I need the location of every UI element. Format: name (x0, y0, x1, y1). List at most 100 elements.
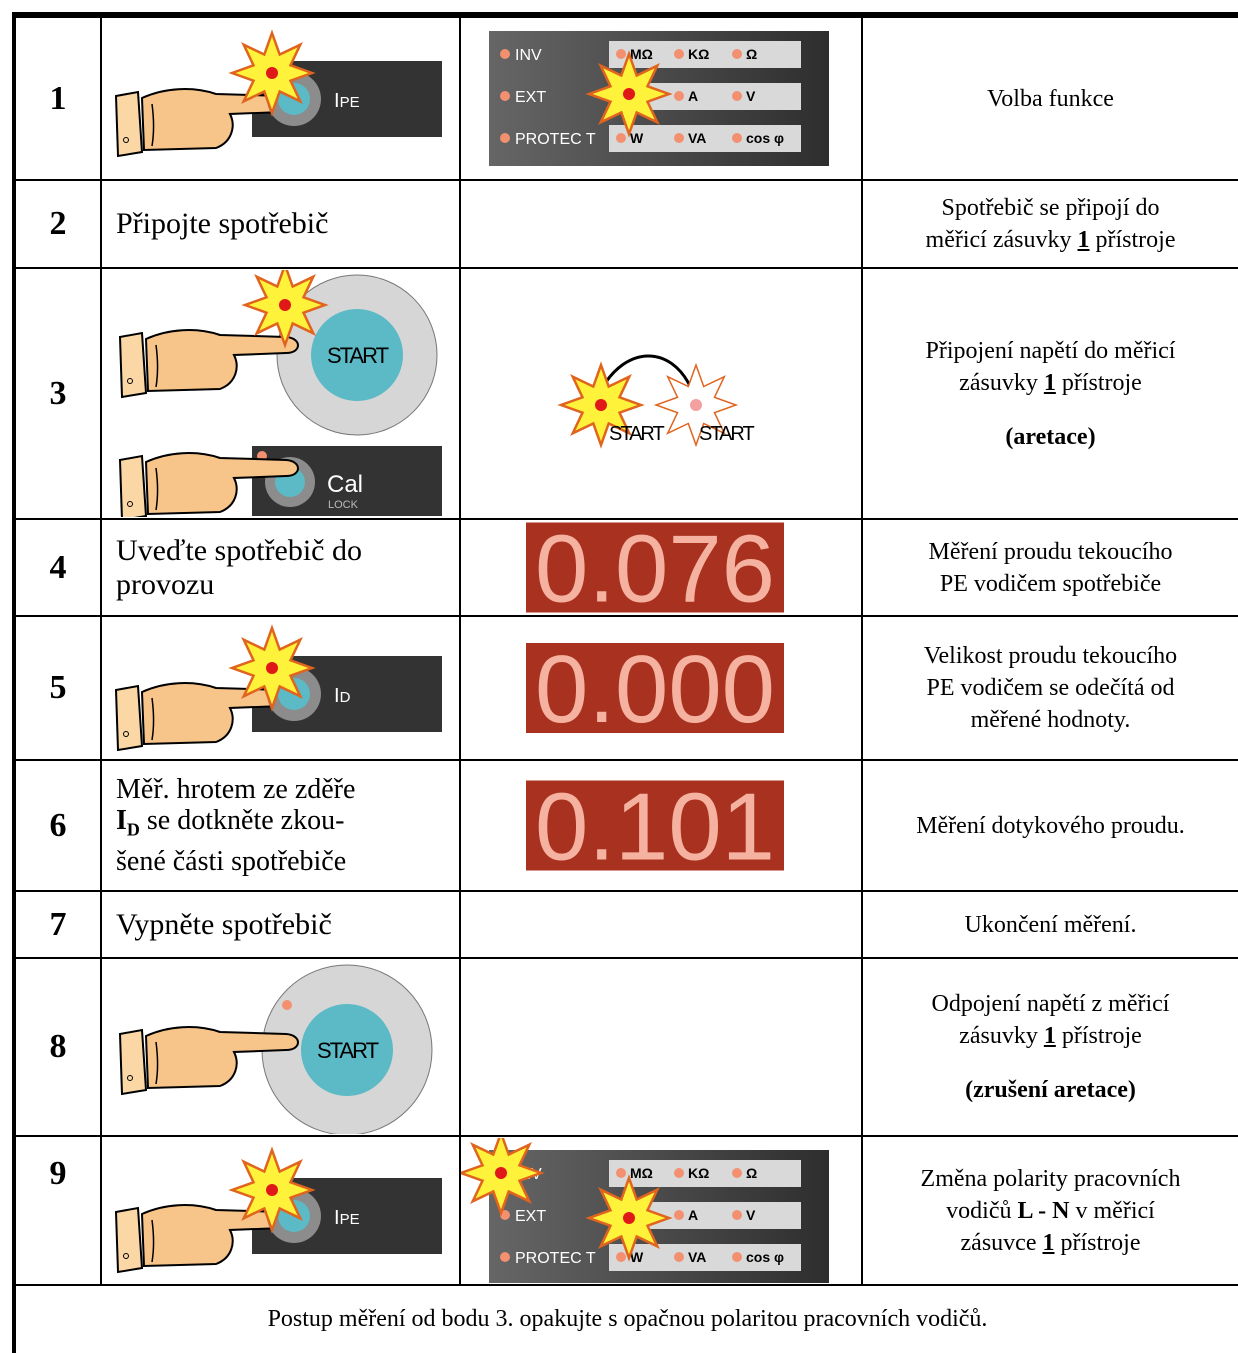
indicator (732, 1252, 742, 1262)
panel-label: A (688, 1207, 698, 1223)
panel-label: VA (688, 1249, 706, 1265)
circle-element (690, 399, 702, 411)
start-cal-illustration: START Cal LOCK (119, 270, 442, 517)
tr-element: Postup měření od bodu 3. opakujte s opač… (12, 1285, 1238, 1353)
description: měřené hodnoty. (970, 707, 1131, 733)
td-element: IPE (100, 1135, 461, 1286)
description: Připojení napětí do měřicí (925, 337, 1176, 364)
tr-element: 3 START Cal LOCK START (12, 267, 1238, 520)
panel-label: cos φ (746, 1249, 784, 1265)
step-number: 1 (12, 12, 102, 181)
panel-label: Ω (746, 46, 757, 62)
td-element: START START (459, 267, 863, 520)
description: vodičů (946, 1197, 1018, 1224)
use-element (243, 270, 327, 347)
td-element: Měř. hrotem ze zděře ID se dotkněte zkou-… (100, 759, 461, 892)
panel-label: V (746, 1207, 756, 1223)
p-element: Připojení napětí do měřicí zásuvky 1 přís… (863, 335, 1238, 399)
label: I (334, 685, 340, 707)
panel-label: VA (688, 130, 706, 146)
display-background (526, 643, 784, 733)
p-element: (zrušení aretace) (863, 1074, 1238, 1106)
sub: LOCK (328, 499, 359, 511)
label: I (334, 90, 340, 112)
num: 4 (12, 518, 102, 617)
num: 9 (12, 1135, 102, 1286)
td-element: START Cal LOCK (100, 267, 461, 520)
indicator (616, 49, 626, 59)
indicator (674, 49, 684, 59)
description: měřicí zásuvky (925, 227, 1078, 253)
description: 1 (1043, 369, 1056, 396)
td-element: Uveďte spotřebič do provozu (100, 518, 461, 617)
panel-label: Ω (746, 1165, 757, 1181)
label: I (334, 1207, 340, 1229)
indicator (732, 133, 742, 143)
description: 1 (1042, 1229, 1055, 1256)
td-element: START (100, 957, 461, 1137)
td-element: Ukončení měření. (861, 890, 1238, 959)
num: 8 (12, 957, 102, 1137)
panel-label: INV (515, 47, 542, 64)
td-element: Volba funkce (861, 12, 1238, 181)
star (461, 1138, 543, 1215)
description: 1 (1043, 1023, 1056, 1049)
indicator (674, 133, 684, 143)
indicator (500, 49, 510, 59)
instruction: Uveďte spotřebič do (116, 533, 362, 567)
panel-label: A (688, 88, 698, 104)
instruction: Připojte spotřebič (100, 179, 461, 269)
td-element: Měření dotykového proudu. (861, 759, 1238, 892)
text-element: ID (334, 685, 351, 707)
text-element: IPE (334, 90, 360, 112)
b-element: D (127, 805, 140, 840)
td-element: IPE (100, 12, 461, 181)
description: Změna polarity pracovních (920, 1165, 1181, 1192)
toggle: START (699, 423, 754, 445)
panel-strip (609, 125, 801, 152)
num: 3 (12, 267, 102, 520)
instruction: D (126, 819, 140, 840)
td-element: ID (100, 615, 461, 761)
description: v měřicí (1069, 1197, 1155, 1224)
td-element (459, 179, 863, 269)
indicator (674, 1252, 684, 1262)
p-element: Odpojení napětí z měřicí zásuvky 1 přístr… (863, 988, 1238, 1052)
p-element: (aretace) (863, 421, 1238, 453)
instruction: Vypněte spotřebič (100, 890, 461, 959)
panel-label: MΩ (630, 1165, 653, 1181)
text-element: IPE (334, 1207, 360, 1229)
description: Měření proudu tekoucího (928, 538, 1173, 565)
td-element: 0.101 (459, 759, 863, 892)
p-element: Spotřebič se připojí do měřicí zásuvky 1 … (863, 192, 1238, 256)
tr-element: 6 Měř. hrotem ze zděře ID se dotkněte zko… (12, 759, 1238, 892)
panel-label: PROTEC T (515, 131, 596, 148)
circle-element (301, 1004, 393, 1096)
indicator (500, 1252, 510, 1262)
use-element (230, 31, 314, 115)
panel-label: W (630, 1249, 644, 1265)
panel-strip (609, 1160, 801, 1187)
panel-label: MΩ (630, 46, 653, 62)
start-button: START (317, 1038, 379, 1063)
panel-label: EXT (515, 1208, 546, 1225)
instruction: I (116, 805, 127, 837)
indicator (674, 91, 684, 101)
td-element: 0.000 (459, 615, 863, 761)
instruction: Měř. hrotem ze zděře (116, 774, 356, 806)
panel-label: PROTEC T (515, 1250, 596, 1267)
display: 0.076 (526, 521, 784, 614)
indicator (616, 133, 626, 143)
description: Ukončení měření. (964, 911, 1137, 938)
label: Cal (327, 471, 363, 498)
num: 5 (12, 615, 102, 761)
description: Volba funkce (987, 85, 1114, 112)
indicator (732, 1168, 742, 1178)
b-element: 1 (1042, 1230, 1054, 1256)
panel-label: KΩ (688, 46, 709, 62)
tr-element: 4 Uveďte spotřebič do provozu 0.076 Měřen… (12, 518, 1238, 617)
